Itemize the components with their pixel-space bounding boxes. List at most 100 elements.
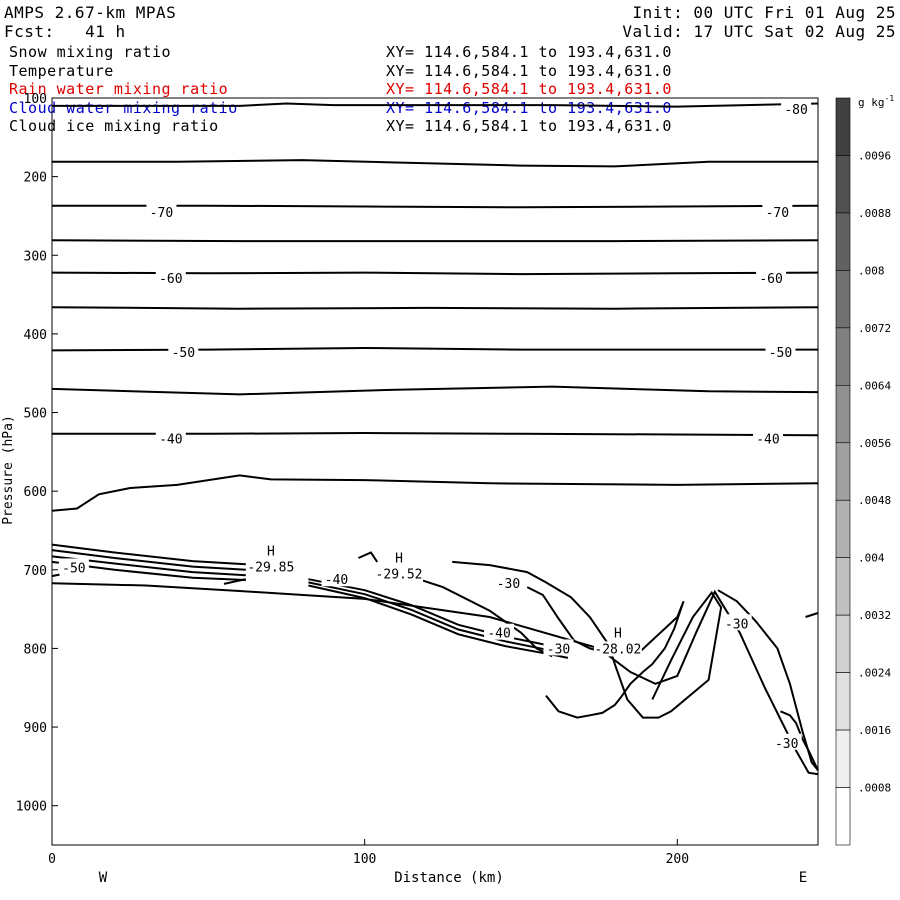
isotherm-line [51, 306, 819, 310]
y-tick-label: 400 [24, 328, 47, 343]
y-tick-label: 900 [24, 721, 47, 736]
field-xy-range: XY= 114.6,584.1 to 193.4,631.0 [386, 61, 672, 80]
y-tick-label: 800 [24, 642, 47, 657]
contour-label: -80 [784, 103, 807, 118]
contour-label: -40 [756, 432, 779, 447]
x-tick-label: 0 [48, 852, 56, 867]
y-tick-label: 700 [24, 564, 47, 579]
contour-label: -30 [725, 617, 748, 632]
contour-label: -30 [775, 737, 798, 752]
colorbar-cell [835, 327, 851, 386]
east-label: E [799, 870, 807, 886]
contour-label: -70 [766, 206, 789, 221]
colorbar-tick-label: .0016 [858, 724, 891, 737]
high-value: -29.52 [376, 568, 423, 583]
colorbar-unit: g kg-1 [858, 94, 894, 109]
west-label: W [99, 870, 108, 886]
colorbar-cell [835, 614, 851, 673]
isotherm-line [51, 543, 246, 566]
isotherm-line [357, 551, 379, 563]
contour-label: -40 [159, 432, 182, 447]
high-value-bg [593, 641, 642, 657]
colorbar-tick-label: .0088 [858, 207, 891, 220]
colorbar-tick-label: .0072 [858, 322, 891, 335]
colorbar-cell [835, 499, 851, 558]
high-value-bg [246, 559, 295, 575]
contour-label-bg [721, 614, 752, 631]
contour-label-bg [155, 429, 186, 446]
isotherm-line [389, 568, 553, 658]
high-value: -29.85 [247, 561, 294, 576]
contour-label: -50 [62, 561, 85, 576]
field-name: Rain water mixing ratio [9, 80, 229, 98]
contour-label: -60 [159, 272, 182, 287]
contour-label: -30 [547, 642, 570, 657]
contour-label: -50 [172, 346, 195, 361]
colorbar-cell [835, 557, 851, 616]
y-tick-label: 500 [24, 407, 47, 422]
colorbar-tick-label: .0032 [858, 609, 891, 622]
high-marker: H [614, 626, 622, 641]
colorbar-tick-label: .008 [858, 264, 885, 277]
model-title: AMPS 2.67-km MPAS [4, 3, 177, 22]
x-tick-label: 100 [353, 852, 376, 867]
contour-label-bg [58, 558, 89, 575]
contour-label-bg [762, 203, 793, 220]
colorbar-tick-label: .0048 [858, 494, 891, 507]
contour-label: -40 [325, 573, 348, 588]
contour-label: -50 [769, 346, 792, 361]
y-tick-label: 600 [24, 485, 47, 500]
colorbar-cell [835, 385, 851, 444]
isotherm-line [51, 239, 819, 243]
field-name: Cloud ice mixing ratio [9, 117, 219, 135]
contour-label: -30 [497, 577, 520, 592]
colorbar-tick-label: .0096 [858, 149, 891, 162]
contour-label-bg [493, 574, 524, 591]
x-axis-label: Distance (km) [394, 870, 504, 886]
forecast-hour: Fcst: 41 h [4, 22, 126, 41]
isotherm-line [717, 589, 819, 771]
contour-label-bg [146, 203, 177, 220]
y-tick-label: 300 [24, 249, 47, 264]
y-tick-label: 1000 [16, 800, 47, 815]
field-xy-range: XY= 114.6,584.1 to 193.4,631.0 [386, 43, 672, 61]
contour-label-bg [321, 570, 352, 587]
y-axis-label: Pressure (hPa) [1, 415, 16, 525]
isotherm-line [52, 204, 819, 209]
colorbar-unit-exponent: -1 [885, 94, 895, 103]
plot-frame [51, 97, 819, 846]
contour-label: -60 [759, 272, 782, 287]
isotherm-line [51, 549, 246, 571]
colorbar-tick-label: .0056 [858, 437, 891, 450]
isotherm-line [526, 586, 685, 719]
contour-label-bg [155, 269, 186, 286]
contour-label-bg [765, 342, 796, 359]
high-value-bg [375, 566, 424, 582]
isotherm-line [452, 560, 723, 719]
colorbar-tick-label: .0064 [858, 379, 891, 392]
contour-label-bg [543, 639, 574, 656]
y-tick-label: 100 [24, 92, 47, 107]
isotherm-line [52, 159, 818, 168]
contour-label-bg [781, 100, 812, 117]
contour-label-bg [771, 733, 802, 750]
colorbar-tick-label: .004 [858, 552, 885, 565]
valid-time: Valid: 17 UTC Sat 02 Aug 25 [622, 22, 896, 41]
isotherm-line [223, 578, 247, 585]
colorbar-cell [835, 672, 851, 731]
colorbar-cell [835, 212, 851, 271]
field-xy-range: XY= 114.6,584.1 to 193.4,631.0 [386, 80, 672, 98]
isotherm-line [780, 710, 819, 771]
x-tick-label: 200 [666, 852, 689, 867]
colorbar-cell [835, 442, 851, 501]
field-xy-range: XY= 114.6,584.1 to 193.4,631.0 [386, 117, 672, 135]
isotherm-line [308, 581, 569, 655]
high-marker: H [395, 552, 403, 567]
isotherm-line [51, 582, 819, 776]
colorbar-tick-label: .0024 [858, 667, 891, 680]
init-time: Init: 00 UTC Fri 01 Aug 25 [632, 3, 896, 22]
colorbar-tick-label: .0008 [858, 782, 891, 795]
contour-label-bg [752, 429, 783, 446]
colorbar-cell [835, 787, 851, 846]
contour-label-bg [756, 269, 787, 286]
